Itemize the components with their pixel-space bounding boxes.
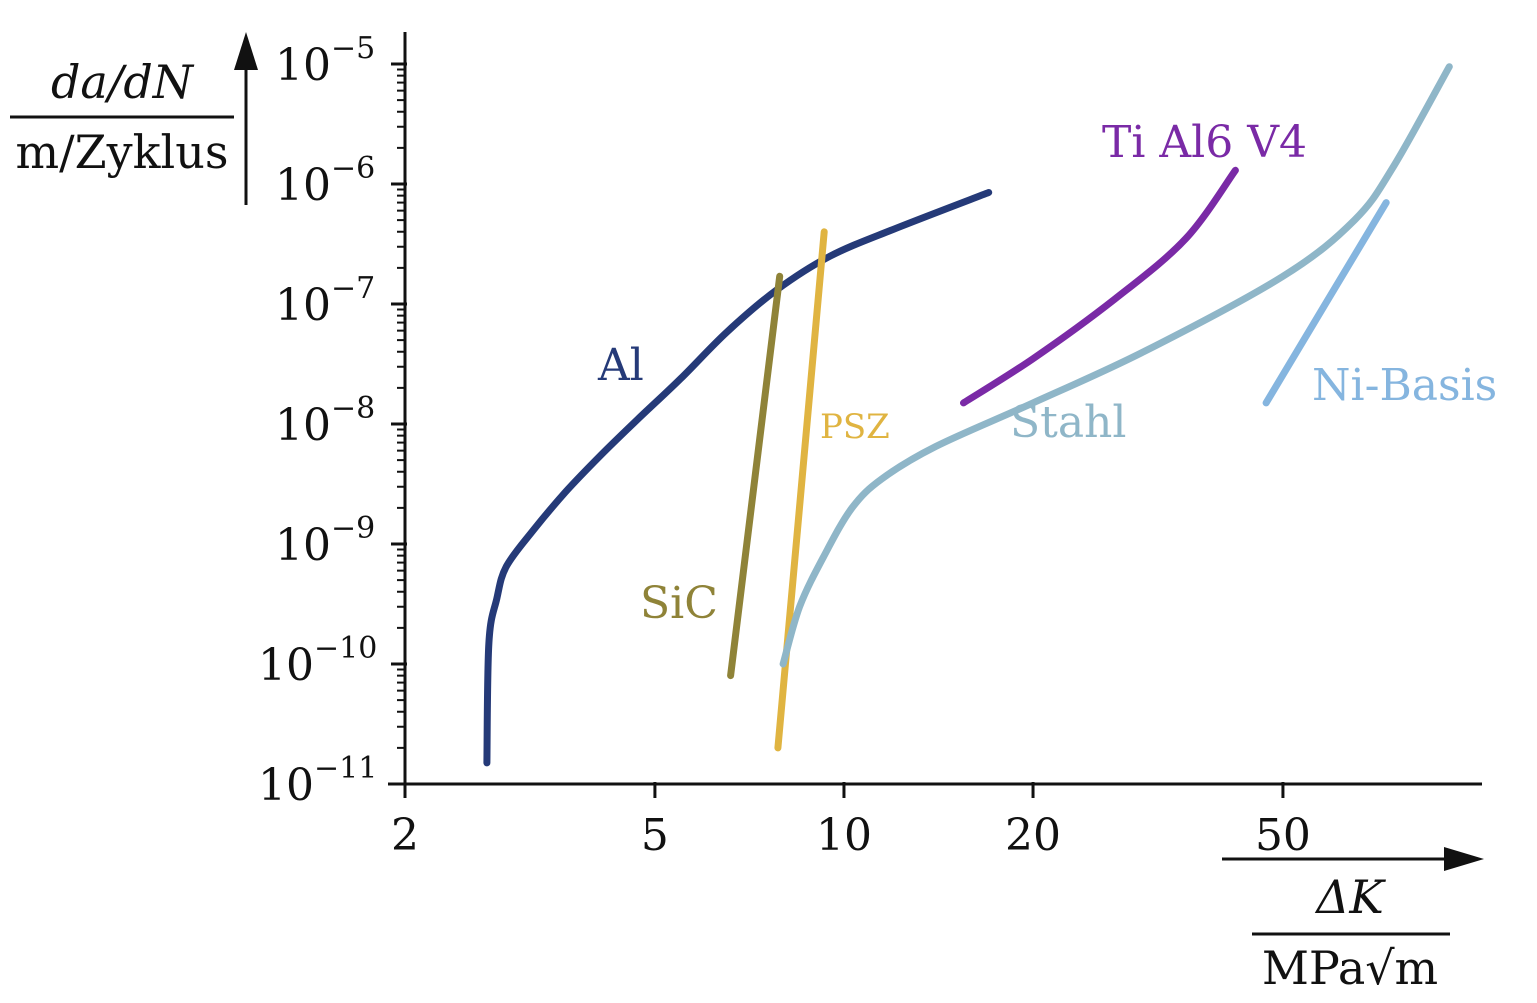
series-line-sic bbox=[727, 272, 784, 680]
series-labels: Al SiC PSZ Ti Al6 V4 Stahl Ni-Basis bbox=[597, 117, 1497, 629]
series-line-ti-al6-v4 bbox=[960, 166, 1239, 407]
y-tick-label: 10 bbox=[275, 280, 331, 331]
x-axis-arrow-head bbox=[1444, 847, 1484, 871]
series-line-al bbox=[483, 189, 993, 767]
y-tick-label: 10 bbox=[258, 640, 314, 691]
y-tick-label: 10 bbox=[275, 520, 331, 571]
x-ticks: 2 5 10 20 50 bbox=[391, 782, 1311, 861]
x-tick-label: 2 bbox=[391, 810, 419, 861]
y-axis-label: da/dN m/Zyklus bbox=[10, 32, 258, 205]
y-tick-label: 10 bbox=[275, 40, 331, 91]
y-tick-label: 10 bbox=[258, 760, 314, 811]
y-tick-label: 10 bbox=[275, 160, 331, 211]
y-tick-label: 10 bbox=[275, 400, 331, 451]
x-axis-label-denominator: MPa√m bbox=[1262, 941, 1438, 995]
y-tick-exponent: −11 bbox=[314, 751, 377, 786]
series-line-stahl bbox=[779, 63, 1453, 668]
x-tick-label: 10 bbox=[816, 810, 872, 861]
series-label-sic: SiC bbox=[640, 578, 718, 629]
x-axis-label-numerator: ΔK bbox=[1314, 870, 1386, 924]
y-tick-exponent: −8 bbox=[331, 391, 375, 426]
y-axis-label-numerator: da/dN bbox=[51, 55, 195, 109]
x-tick-label: 20 bbox=[1005, 810, 1061, 861]
y-tick-exponent: −6 bbox=[331, 151, 375, 186]
series-label-psz: PSZ bbox=[820, 407, 890, 447]
y-axis-arrow-head bbox=[234, 32, 258, 70]
series-line-ni-basis bbox=[1262, 199, 1390, 407]
series-label-stahl: Stahl bbox=[1010, 397, 1126, 448]
series-line-psz bbox=[774, 228, 828, 752]
y-axis-label-denominator: m/Zyklus bbox=[16, 125, 229, 179]
y-tick-exponent: −7 bbox=[331, 271, 375, 306]
y-tick-exponent: −5 bbox=[331, 31, 375, 66]
x-axis-label: ΔK MPa√m bbox=[1222, 847, 1484, 995]
series-label-ti-al6-v4: Ti Al6 V4 bbox=[1102, 117, 1307, 168]
y-tick-exponent: −10 bbox=[314, 631, 377, 666]
x-tick-label: 5 bbox=[641, 810, 669, 861]
y-tick-exponent: −9 bbox=[331, 511, 375, 546]
series-label-al: Al bbox=[597, 340, 644, 391]
x-tick-label: 50 bbox=[1255, 810, 1311, 861]
series-label-ni-basis: Ni-Basis bbox=[1312, 360, 1497, 411]
series-layer bbox=[483, 63, 1453, 767]
